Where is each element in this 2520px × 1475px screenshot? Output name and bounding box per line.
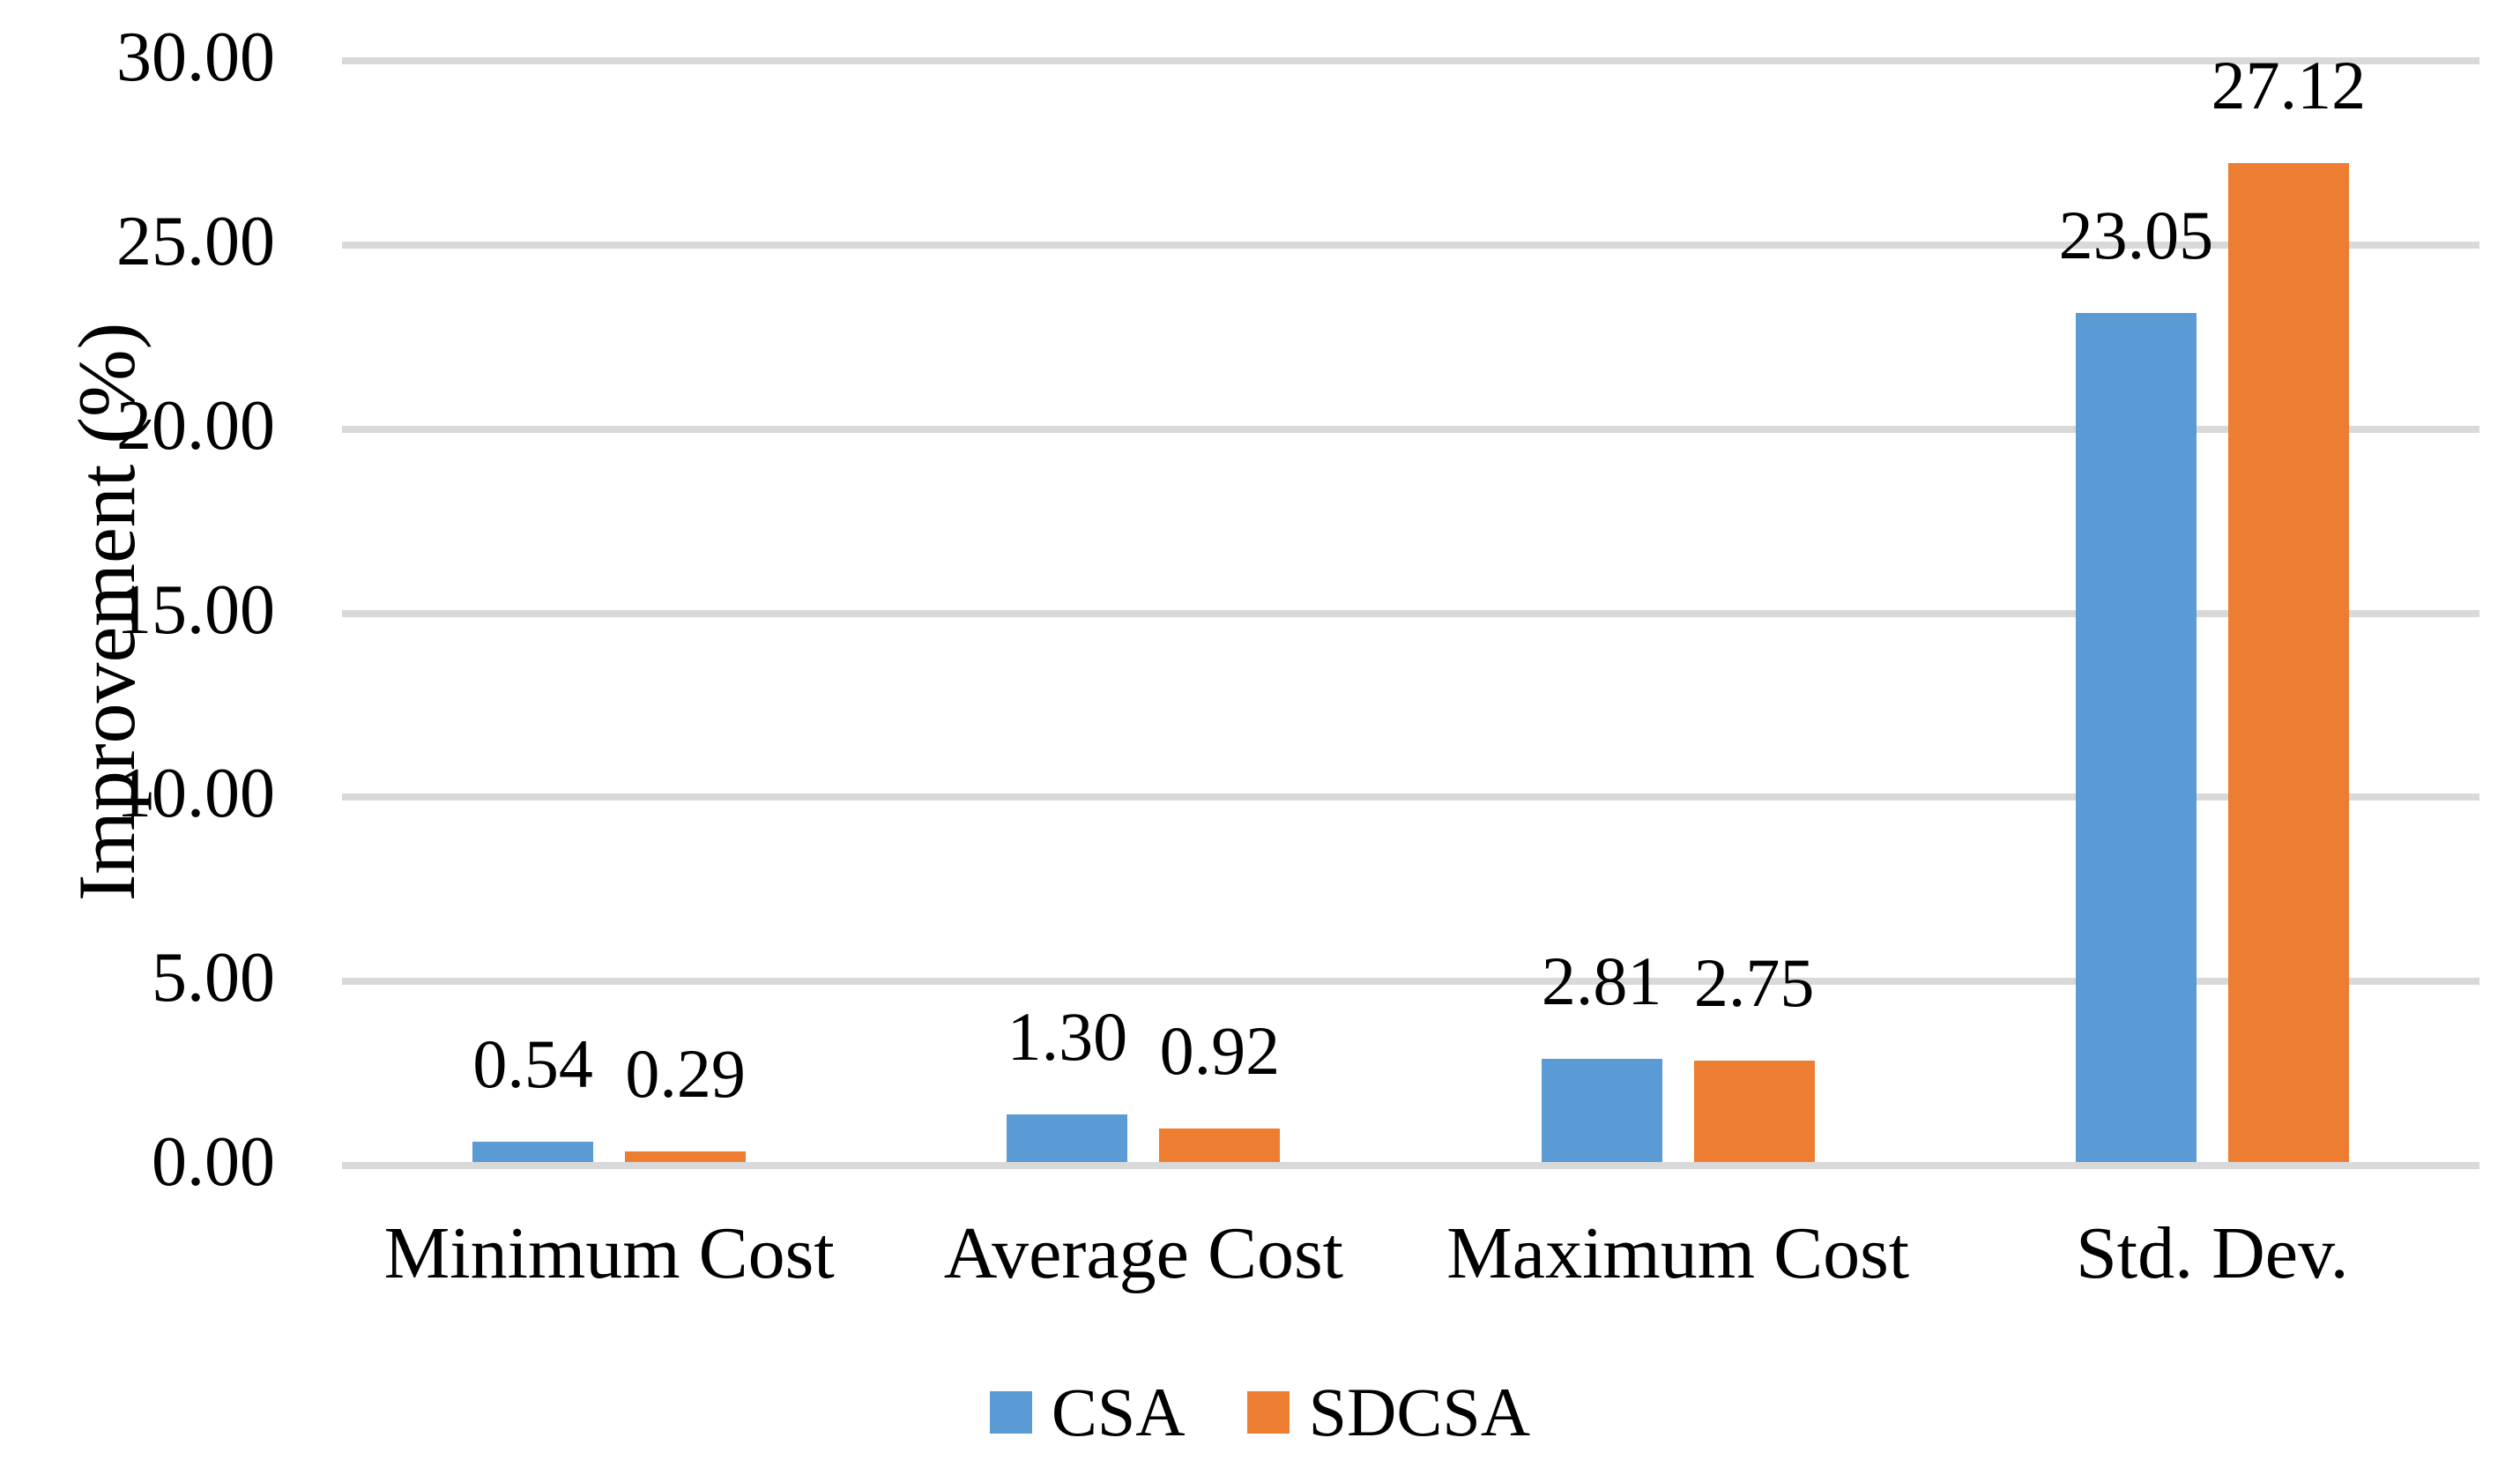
value-label-csa-maximum-cost: 2.81 — [1541, 942, 1662, 1019]
value-label-csa-std-dev: 23.05 — [2058, 197, 2214, 274]
bar-sdcsa-minimum-cost — [625, 1151, 747, 1162]
gridline — [342, 978, 2479, 986]
bar-csa-std-dev — [2075, 313, 2197, 1162]
legend-item-sdcsa: SDCSA — [1246, 1374, 1531, 1450]
gridline — [342, 57, 2479, 64]
x-category-label-std-dev: Std. Dev. — [2076, 1212, 2349, 1294]
gridline — [342, 241, 2479, 249]
value-label-csa-average-cost: 1.30 — [1007, 997, 1128, 1075]
value-label-sdcsa-average-cost: 0.92 — [1159, 1011, 1281, 1089]
gridline — [342, 609, 2479, 617]
value-label-sdcsa-minimum-cost: 0.29 — [625, 1034, 746, 1112]
bar-csa-maximum-cost — [1541, 1058, 1662, 1162]
gridline — [342, 793, 2479, 801]
y-tick-label: 30.00 — [116, 19, 275, 96]
y-tick-label: 0.00 — [152, 1123, 275, 1201]
value-label-sdcsa-maximum-cost: 2.75 — [1693, 944, 1815, 1022]
y-tick-label: 20.00 — [116, 386, 275, 465]
y-tick-label: 5.00 — [152, 939, 275, 1017]
y-tick-label: 25.00 — [116, 202, 275, 280]
y-tick-label: 10.00 — [116, 755, 275, 833]
x-category-label-minimum-cost: Minimum Cost — [383, 1212, 835, 1294]
bar-sdcsa-average-cost — [1159, 1128, 1281, 1162]
legend-swatch-sdcsa — [1246, 1391, 1290, 1434]
x-axis-line — [342, 1162, 2479, 1169]
gridline — [342, 425, 2479, 433]
x-category-label-maximum-cost: Maximum Cost — [1446, 1212, 1910, 1294]
y-tick-label: 15.00 — [116, 570, 275, 649]
legend-label-csa: CSA — [1051, 1374, 1186, 1450]
legend-item-csa: CSA — [989, 1374, 1186, 1450]
bar-sdcsa-std-dev — [2227, 163, 2349, 1162]
bar-sdcsa-maximum-cost — [1693, 1061, 1815, 1162]
legend: CSA SDCSA — [0, 1377, 2520, 1448]
value-label-csa-minimum-cost: 0.54 — [472, 1025, 593, 1103]
legend-label-sdcsa: SDCSA — [1308, 1374, 1531, 1450]
bar-csa-minimum-cost — [472, 1142, 594, 1162]
legend-swatch-csa — [989, 1391, 1032, 1434]
value-label-sdcsa-std-dev: 27.12 — [2211, 47, 2367, 124]
bar-csa-average-cost — [1007, 1114, 1128, 1162]
x-category-label-average-cost: Average Cost — [943, 1212, 1344, 1294]
